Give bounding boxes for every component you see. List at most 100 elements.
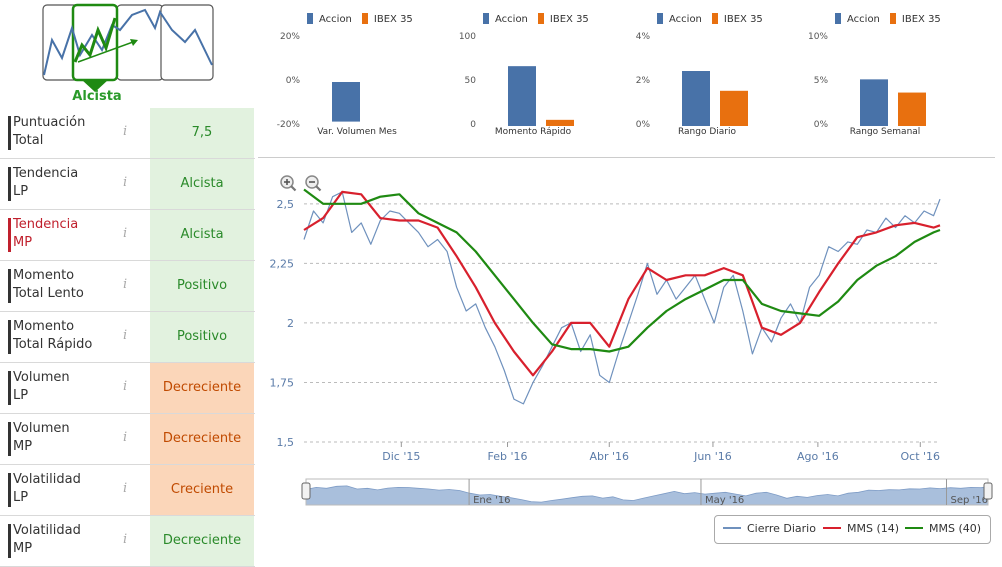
metric-label: Momento Total Lento [13,268,84,301]
metric-marker [8,167,11,201]
mini-chart-title: Rango Diario [677,127,736,137]
mini-y-tick: 4% [635,32,650,42]
navigator-series [305,485,989,506]
x-tick-label: Jun '16 [693,450,732,463]
mini-chart-title: Rango Semanal [849,127,921,137]
metric-label: Tendencia MP [13,217,79,250]
mini-bars [508,66,574,126]
bar-accion[interactable] [682,71,710,126]
price-chart-legend: Cierre Diario MMS (14) MMS (40) [714,515,991,544]
legend-swatch-ibex [537,13,544,24]
mini-bars [860,79,926,126]
metric-value: Decreciente [150,516,254,566]
info-icon[interactable]: i [123,532,128,547]
range-navigator[interactable]: Ene '16 May '16 Sep '16 [298,475,998,509]
info-icon[interactable]: i [123,124,128,139]
legend-item-cierre[interactable]: Cierre Diario [723,522,816,535]
mini-y-tick: 100 [458,32,476,42]
bar-accion[interactable] [332,82,360,122]
legend-item-mms40[interactable]: MMS (40) [905,522,981,535]
y-tick-label: 1,75 [270,376,295,389]
mini-legend: Accion IBEX 35 [835,13,941,25]
metric-value: Decreciente [150,414,254,464]
legend-swatch-accion [657,13,663,24]
info-icon[interactable]: i [123,277,128,292]
x-tick-label: Abr '16 [589,450,629,463]
navigator-label: Ene '16 [473,495,510,506]
info-icon[interactable]: i [123,379,128,394]
mini-bars [682,71,748,126]
metric-row: Puntuación Total i 7,5 [0,108,255,159]
metrics-table: Puntuación Total i 7,5 Tendencia LP i Alcista Te… [0,108,255,567]
legend-item-mms14[interactable]: MMS (14) [823,522,899,535]
x-tick-label: Feb '16 [488,450,528,463]
bar-accion[interactable] [860,79,888,126]
trend-label: Alcista [72,89,122,104]
mini-y-tick: 0% [635,120,650,130]
y-tick-label: 2 [287,317,294,330]
metric-row: Momento Total Rápido i Positivo [0,312,255,363]
bar-ibex[interactable] [546,119,574,126]
mini-y-tick: 0% [285,76,300,86]
x-tick-label: Oct '16 [901,450,941,463]
series-mms-40[interactable] [303,188,941,353]
bar-ibex[interactable] [720,90,748,126]
info-icon[interactable]: i [123,481,128,496]
price-chart[interactable]: 2,5 2,25 2 1,75 1,5 Dic '15 Feb '16 Abr '16 Jun … [258,160,1000,510]
navigator-handle-left[interactable] [301,482,311,500]
x-tick-label: Dic '15 [382,450,420,463]
mini-chart-title: Momento Rápido [494,127,572,137]
metric-row: Momento Total Lento i Positivo [0,261,255,312]
series-mms-14[interactable] [303,190,941,377]
trend-price-line [43,8,213,76]
legend-swatch-mms14 [823,527,841,529]
metric-label: Puntuación Total [13,115,86,148]
mini-y-tick: 10% [807,32,828,42]
trend-alcista-line [73,17,117,63]
info-icon[interactable]: i [123,328,128,343]
zoom-out-icon[interactable] [304,174,322,192]
metric-value: Alcista [150,159,254,209]
info-icon[interactable]: i [123,175,128,190]
bar-ibex[interactable] [898,92,926,126]
legend-swatch-accion [835,13,841,24]
metric-label: Volumen MP [13,421,70,454]
info-icon[interactable]: i [123,226,128,241]
bar-accion[interactable] [508,66,536,126]
mini-chart-1: Accion IBEX 35 20% 0% -20% Var. Volumen Mes [262,0,437,150]
trend-box-neutral[interactable] [160,4,214,81]
metric-row: Volatilidad LP i Creciente [0,465,255,516]
series-cierre-diario[interactable] [303,191,941,405]
metric-row: Volatilidad MP i Decreciente [0,516,255,567]
metric-marker [8,320,11,354]
mini-chart-2: Accion IBEX 35 100 50 0 Momento Rápido [438,0,613,150]
metric-value: Decreciente [150,363,254,413]
y-tick-label: 2,5 [277,198,295,211]
mini-legend: Accion IBEX 35 [483,13,589,25]
metric-marker [8,269,11,303]
metric-row: Volumen LP i Decreciente [0,363,255,414]
metric-marker [8,422,11,456]
mini-chart-title: Var. Volumen Mes [317,127,397,137]
mini-legend: Accion IBEX 35 [657,13,763,25]
mini-y-tick: 50 [464,76,476,86]
metric-marker [8,473,11,507]
mini-y-tick: 20% [279,32,300,42]
mini-chart-3: Accion IBEX 35 4% 2% 0% Rango Diario [612,0,787,150]
trend-pointer [82,80,108,92]
legend-swatch-ibex [889,13,896,24]
info-icon[interactable]: i [123,430,128,445]
metric-row: Tendencia MP i Alcista [0,210,255,261]
section-divider [258,157,995,158]
navigator-label: Sep '16 [950,495,988,506]
metric-value: Positivo [150,312,254,362]
metric-value: Positivo [150,261,254,311]
trend-box-lateral[interactable] [116,4,164,81]
metric-label: Volatilidad MP [13,523,81,556]
trend-arrow [77,41,134,63]
legend-swatch-cierre [723,527,741,529]
metric-label: Tendencia LP [13,166,79,199]
zoom-in-icon[interactable] [279,174,297,192]
navigator-handle-right[interactable] [983,482,993,500]
metric-marker [8,116,11,150]
